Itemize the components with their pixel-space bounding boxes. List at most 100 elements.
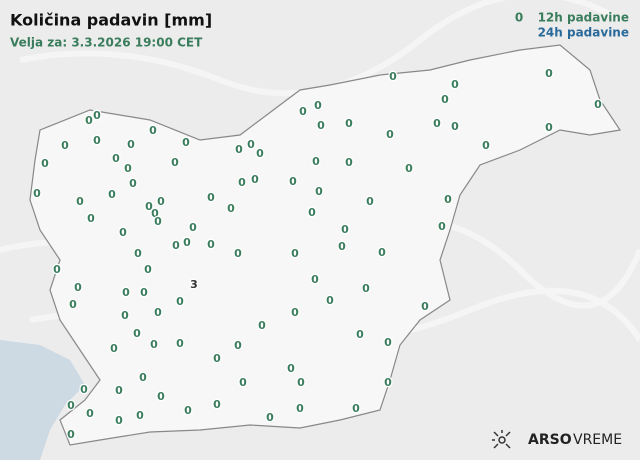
station-value: 0 [136,409,144,422]
station-value: 0 [110,342,118,355]
station-value: 0 [184,404,192,417]
station-value: 0 [140,286,148,299]
station-value: 0 [144,263,152,276]
country-border [29,44,622,446]
station-value: 0 [207,238,215,251]
station-value: 0 [183,236,191,249]
station-value: 0 [326,294,334,307]
station-value: 0 [139,371,147,384]
station-value: 0 [87,212,95,225]
station-value: 0 [438,220,446,233]
station-value: 0 [433,117,441,130]
station-value: 0 [289,175,297,188]
station-value: 0 [213,398,221,411]
station-value: 0 [86,407,94,420]
station-value: 0 [234,339,242,352]
station-value: 0 [405,162,413,175]
station-value: 0 [256,147,264,160]
subtitle: Velja za: 3.3.2026 19:00 CET [10,36,203,50]
station-value: 0 [299,105,307,118]
station-value: 0 [213,352,221,365]
legend-sample: 0 [515,11,523,25]
station-value: 0 [93,109,101,122]
station-value: 0 [345,117,353,130]
station-value: 0 [291,306,299,319]
station-value: 0 [154,215,162,228]
station-value: 0 [312,155,320,168]
station-value: 0 [266,411,274,424]
station-value: 0 [338,240,346,253]
station-value: 0 [314,99,322,112]
station-value: 0 [315,185,323,198]
station-value: 0 [74,281,82,294]
station-value: 0 [545,67,553,80]
station-value: 0 [362,282,370,295]
station-value: 0 [93,134,101,147]
station-value: 0 [176,295,184,308]
station-value: 0 [122,286,130,299]
station-value: 0 [247,138,255,151]
station-value: 0 [171,156,179,169]
station-value: 0 [389,70,397,83]
station-value: 0 [176,337,184,350]
station-value: 0 [67,399,75,412]
sea [0,340,85,460]
station-value: 0 [115,384,123,397]
station-value: 0 [352,402,360,415]
title: Količina padavin [mm] [10,11,212,30]
station-value: 0 [594,98,602,111]
station-value: 0 [189,221,197,234]
station-value: 0 [108,188,116,201]
station-value: 0 [67,428,75,441]
station-value: 0 [129,177,137,190]
logo-icon [492,430,511,449]
station-value: 0 [297,376,305,389]
station-value: 0 [33,187,41,200]
station-value: 0 [386,128,394,141]
station-value: 0 [345,156,353,169]
station-value: 0 [182,136,190,149]
station-value: 0 [311,273,319,286]
logo: ARSO VREME [492,430,622,449]
station-value: 0 [149,124,157,137]
station-value: 0 [341,223,349,236]
station-value: 0 [61,139,69,152]
station-value: 0 [384,376,392,389]
station-value: 0 [451,120,459,133]
station-value: 0 [157,195,165,208]
station-value: 0 [41,157,49,170]
station-value: 0 [235,143,243,156]
station-value: 0 [482,139,490,152]
station-value: 0 [80,383,88,396]
station-value: 0 [112,152,120,165]
station-value: 0 [207,191,215,204]
station-value: 0 [366,195,374,208]
station-value: 0 [151,207,159,220]
station-value: 0 [378,246,386,259]
station-value: 0 [441,93,449,106]
station-value: 0 [234,247,242,260]
station-value: 0 [124,162,132,175]
station-value: 0 [291,247,299,260]
station-value: 0 [287,362,295,375]
station-value: 0 [451,78,459,91]
station-value: 0 [384,336,392,349]
legend-label: 24h padavine [538,26,629,40]
station-value: 0 [308,206,316,219]
station-value: 0 [134,247,142,260]
station-value: 0 [258,319,266,332]
logo-product: VREME [573,432,622,448]
station-value: 0 [251,173,259,186]
station-value: 0 [115,414,123,427]
station-value: 0 [145,200,153,213]
station-value: 0 [356,328,364,341]
station-value: 0 [154,306,162,319]
station-value: 0 [150,338,158,351]
station-value: 0 [545,67,553,80]
station-value: 0 [127,138,135,151]
station-value: 0 [172,239,180,252]
station-value: 0 [69,298,77,311]
station-value: 0 [296,402,304,415]
